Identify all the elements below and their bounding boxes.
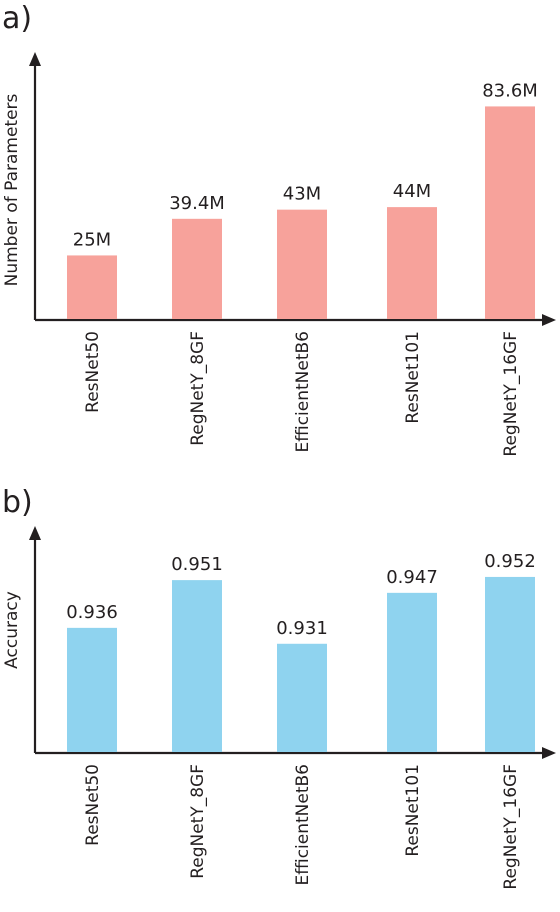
x-tick-label: RegNetY_16GF xyxy=(501,764,521,890)
bar-regnety-16gf xyxy=(485,576,535,752)
data-label: 0.936 xyxy=(66,602,118,623)
panel-b-data-labels: 0.936 0.951 0.931 0.947 0.952 xyxy=(66,551,536,639)
data-label: 25M xyxy=(73,229,111,250)
data-label: 0.931 xyxy=(276,618,328,639)
panel-b-bars xyxy=(67,576,535,752)
panel-b-y-axis-label: Accuracy xyxy=(2,591,22,669)
x-tick-label: RegNetY_8GF xyxy=(188,331,208,446)
panel-a-bars xyxy=(67,106,535,319)
x-tick-label: ResNet101 xyxy=(403,331,423,424)
panel-a-data-labels: 25M 39.4M 43M 44M 83.6M xyxy=(73,80,538,250)
bar-regnety-8gf xyxy=(172,580,222,752)
panel-b-x-axis-arrow xyxy=(542,747,556,759)
x-tick-label: RegNetY_8GF xyxy=(188,764,208,879)
x-tick-label: ResNet50 xyxy=(83,331,103,413)
data-label: 44M xyxy=(393,181,431,202)
panel-a-label: a) xyxy=(2,1,32,36)
panel-a-tick-labels: ResNet50 RegNetY_8GF EfficientNetB6 ResNet1… xyxy=(83,331,521,457)
bar-efficientnetb6 xyxy=(277,643,327,752)
data-label: 0.952 xyxy=(484,551,536,572)
bar-resnet50 xyxy=(67,255,117,319)
panel-b-tick-labels: ResNet50 RegNetY_8GF EfficientNetB6 ResNet1… xyxy=(83,764,521,890)
bar-resnet101 xyxy=(387,592,437,752)
data-label: 43M xyxy=(283,184,321,205)
bar-resnet101 xyxy=(387,207,437,319)
data-label: 83.6M xyxy=(482,80,538,101)
bar-efficientnetb6 xyxy=(277,209,327,319)
panel-a-y-axis-label: Number of Parameters xyxy=(2,93,22,286)
data-label: 0.951 xyxy=(171,554,223,575)
x-tick-label: RegNetY_16GF xyxy=(501,331,521,457)
bar-regnety-8gf xyxy=(172,218,222,319)
panel-b-label: b) xyxy=(2,485,33,520)
x-tick-label: EfficientNetB6 xyxy=(293,331,313,452)
data-label: 39.4M xyxy=(169,193,225,214)
panel-b: b) Accuracy 0.936 0.951 0.931 0.947 0.952 Re… xyxy=(2,485,556,890)
panel-a-x-axis-arrow xyxy=(542,314,556,326)
bar-resnet50 xyxy=(67,627,117,752)
x-tick-label: EfficientNetB6 xyxy=(293,764,313,885)
x-tick-label: ResNet50 xyxy=(83,764,103,846)
data-label: 0.947 xyxy=(386,567,438,588)
x-tick-label: ResNet101 xyxy=(403,764,423,857)
panel-b-y-axis-arrow xyxy=(29,526,41,540)
panel-a: a) Number of Parameters 25M 39.4M 43M 44M 83… xyxy=(2,1,556,457)
panel-a-y-axis-arrow xyxy=(29,52,41,66)
bar-regnety-16gf xyxy=(485,106,535,319)
